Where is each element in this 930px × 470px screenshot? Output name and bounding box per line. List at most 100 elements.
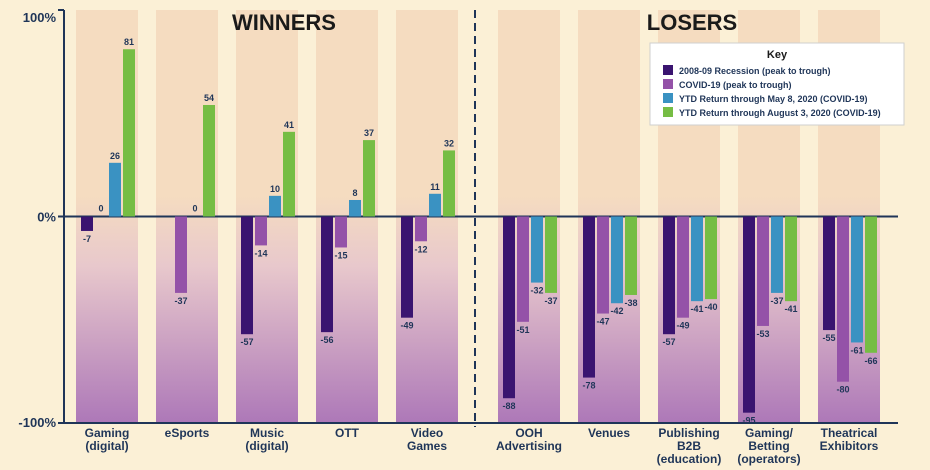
x-tick-label: Venues — [588, 426, 630, 440]
bar-2[interactable] — [837, 216, 849, 382]
data-label: -32 — [530, 286, 543, 296]
bar-1[interactable] — [663, 216, 675, 335]
bar-1[interactable] — [321, 216, 333, 333]
bar-4[interactable] — [363, 140, 375, 217]
y-tick-label: 0% — [37, 210, 56, 225]
bar-1[interactable] — [583, 216, 595, 378]
data-label: -47 — [596, 317, 609, 327]
x-tick-label: OOH — [515, 426, 542, 440]
x-tick-label: OTT — [335, 426, 360, 440]
data-label: -37 — [544, 296, 557, 306]
bar-4[interactable] — [545, 216, 557, 293]
data-label: -56 — [320, 335, 333, 345]
bar-4[interactable] — [705, 216, 717, 300]
bar-3[interactable] — [109, 162, 121, 217]
data-label: 81 — [124, 37, 134, 47]
data-label: -49 — [676, 321, 689, 331]
legend-box — [649, 42, 905, 126]
data-label: 26 — [110, 151, 120, 161]
x-tick-label: eSports — [165, 426, 210, 440]
legend-swatch — [663, 107, 673, 117]
data-label: -41 — [690, 304, 703, 314]
bar-1[interactable] — [823, 216, 835, 331]
legend-swatch — [663, 79, 673, 89]
bar-1[interactable] — [81, 216, 93, 231]
bar-3[interactable] — [771, 216, 783, 293]
x-tick-label: (digital) — [85, 439, 128, 453]
data-label: -66 — [864, 356, 877, 366]
group-label-losers: LOSERS — [647, 10, 737, 35]
bar-3[interactable] — [429, 193, 441, 217]
x-tick-label: (digital) — [245, 439, 288, 453]
bar-2[interactable] — [757, 216, 769, 326]
bar-4[interactable] — [203, 104, 215, 217]
data-label: 0 — [192, 204, 197, 214]
x-tick-label: Music — [250, 426, 284, 440]
bar-4[interactable] — [443, 150, 455, 217]
x-tick-label: Publishing — [658, 426, 719, 440]
bar-2[interactable] — [175, 216, 187, 293]
data-label: -38 — [624, 298, 637, 308]
bar-1[interactable] — [401, 216, 413, 318]
data-label: -41 — [784, 304, 797, 314]
x-tick-label: Advertising — [496, 439, 562, 453]
y-tick-label: -100% — [18, 415, 56, 430]
bar-2[interactable] — [255, 216, 267, 246]
x-tick-label: (operators) — [737, 452, 800, 466]
data-label: -40 — [704, 302, 717, 312]
data-label: -12 — [414, 244, 427, 254]
x-tick-label: Gaming — [85, 426, 130, 440]
data-label: -37 — [770, 296, 783, 306]
x-tick-label: Exhibitors — [820, 439, 879, 453]
bar-3[interactable] — [691, 216, 703, 302]
bar-2[interactable] — [335, 216, 347, 248]
x-tick-label: Betting — [748, 439, 789, 453]
bar-1[interactable] — [241, 216, 253, 335]
x-tick-label: B2B — [677, 439, 701, 453]
bar-4[interactable] — [785, 216, 797, 302]
bar-4[interactable] — [625, 216, 637, 295]
data-label: 10 — [270, 184, 280, 194]
bar-2[interactable] — [415, 216, 427, 242]
bar-4[interactable] — [123, 49, 135, 217]
legend-title: Key — [767, 49, 788, 61]
data-label: 54 — [204, 93, 214, 103]
data-label: -53 — [756, 329, 769, 339]
bar-3[interactable] — [349, 199, 361, 217]
data-label: -57 — [240, 337, 253, 347]
legend-swatch — [663, 65, 673, 75]
legend-entry: 2008-09 Recession (peak to trough) — [679, 66, 831, 76]
x-tick-label: (education) — [657, 452, 722, 466]
data-label: -14 — [254, 248, 267, 258]
bar-2[interactable] — [677, 216, 689, 318]
bar-2[interactable] — [517, 216, 529, 322]
data-label: 11 — [430, 182, 440, 192]
x-tick-label: Gaming/ — [745, 426, 794, 440]
bar-3[interactable] — [269, 195, 281, 217]
data-label: -55 — [822, 333, 835, 343]
data-label: -80 — [836, 385, 849, 395]
bar-4[interactable] — [865, 216, 877, 353]
bar-2[interactable] — [597, 216, 609, 314]
y-tick-label: 100% — [23, 10, 57, 25]
bar-1[interactable] — [503, 216, 515, 399]
x-tick-label: Games — [407, 439, 447, 453]
bar-1[interactable] — [743, 216, 755, 413]
bar-3[interactable] — [531, 216, 543, 283]
bar-4[interactable] — [283, 131, 295, 217]
data-label: -57 — [662, 337, 675, 347]
bar-3[interactable] — [611, 216, 623, 304]
data-label: -51 — [516, 325, 529, 335]
data-label: -61 — [850, 345, 863, 355]
data-label: -42 — [610, 306, 623, 316]
x-tick-label: Video — [411, 426, 443, 440]
data-label: 41 — [284, 120, 294, 130]
data-label: -37 — [174, 296, 187, 306]
data-label: 0 — [98, 204, 103, 214]
data-label: -88 — [502, 401, 515, 411]
data-label: 32 — [444, 138, 454, 148]
data-label: -49 — [400, 321, 413, 331]
bar-3[interactable] — [851, 216, 863, 343]
data-label: -15 — [334, 250, 347, 260]
data-label: -7 — [83, 234, 91, 244]
